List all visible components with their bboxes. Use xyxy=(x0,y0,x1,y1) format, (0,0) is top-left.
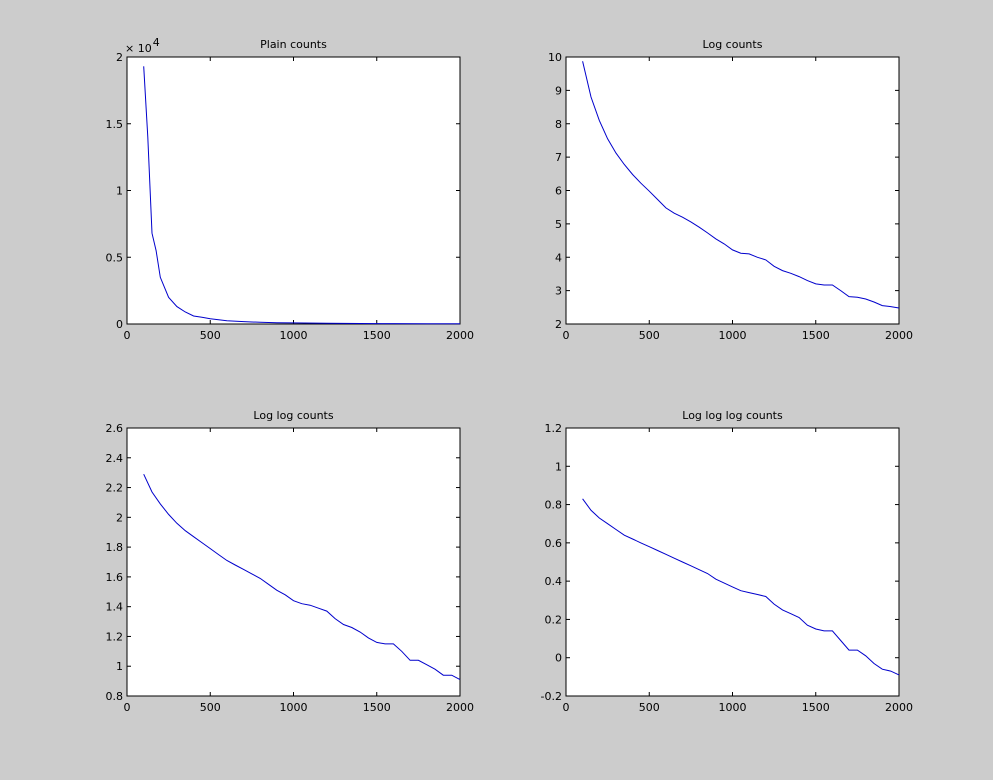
y-tick-label: 0.2 xyxy=(545,613,563,626)
y-multiplier-exponent: 4 xyxy=(153,36,160,49)
subplot-log-log-counts: Log log counts 0 500 1000 1500 2000 0.8 1 1.2 1.4… xyxy=(106,409,475,714)
y-tick-label: 7 xyxy=(555,151,562,164)
x-tick-label: 1000 xyxy=(280,701,308,714)
x-tick-label: 1000 xyxy=(719,329,747,342)
series-line xyxy=(582,498,900,676)
plot-title: Plain counts xyxy=(260,38,327,51)
plot-title: Log log log counts xyxy=(682,409,783,422)
y-tick-label: 2 xyxy=(116,51,123,64)
x-tick-label: 500 xyxy=(639,701,660,714)
y-tick-label: 2 xyxy=(116,511,123,524)
y-tick-label: 1.5 xyxy=(106,118,124,131)
y-tick-label: 5 xyxy=(555,218,562,231)
subplot-plain-counts: Plain counts 0 500 1000 1500 2000 0 0.5 1 1.5 2× 1… xyxy=(106,36,475,342)
y-tick-label: 1.2 xyxy=(106,630,124,643)
y-tick-label: 8 xyxy=(555,118,562,131)
y-tick-label: 2.6 xyxy=(106,422,124,435)
plot-title: Log log counts xyxy=(253,409,333,422)
y-tick-label: 0.8 xyxy=(545,499,563,512)
y-multiplier-label: × 10 xyxy=(125,42,152,55)
y-tick-label: 1.6 xyxy=(106,571,124,584)
plot-area xyxy=(565,427,900,697)
y-tick-label: 0.4 xyxy=(545,575,563,588)
y-tick-label: 0.6 xyxy=(545,537,563,550)
y-tick-label: 0 xyxy=(555,652,562,665)
y-tick-label: 0.5 xyxy=(106,251,124,264)
x-tick-label: 2000 xyxy=(446,329,474,342)
x-tick-label: 1000 xyxy=(719,701,747,714)
series-line xyxy=(143,473,461,681)
x-tick-label: 500 xyxy=(200,329,221,342)
x-tick-label: 1500 xyxy=(802,329,830,342)
x-tick-label: 500 xyxy=(639,329,660,342)
y-tick-label: 10 xyxy=(548,51,562,64)
x-tick-label: 1500 xyxy=(363,329,391,342)
x-tick-label: 500 xyxy=(200,701,221,714)
y-tick-label: 3 xyxy=(555,285,562,298)
y-tick-label: 0 xyxy=(116,318,123,331)
y-tick-label: 0.8 xyxy=(106,690,124,703)
series-line xyxy=(143,66,460,325)
series-line xyxy=(582,61,900,309)
x-tick-label: 0 xyxy=(124,329,131,342)
y-tick-label: 9 xyxy=(555,84,562,97)
x-tick-label: 1000 xyxy=(280,329,308,342)
subplot-log-counts: Log counts 0 500 1000 1500 2000 2 3 4 5 6 7 8 9 10 xyxy=(548,38,913,342)
plot-area xyxy=(565,56,900,325)
x-tick-label: 0 xyxy=(563,329,570,342)
x-tick-label: 0 xyxy=(563,701,570,714)
x-tick-label: 2000 xyxy=(446,701,474,714)
x-tick-label: 2000 xyxy=(885,329,913,342)
y-tick-label: 1 xyxy=(116,185,123,198)
y-tick-label: 1 xyxy=(555,460,562,473)
x-tick-label: 2000 xyxy=(885,701,913,714)
x-tick-label: 0 xyxy=(124,701,131,714)
y-tick-label: 1.4 xyxy=(106,601,124,614)
x-tick-label: 1500 xyxy=(363,701,391,714)
y-tick-label: 1 xyxy=(116,660,123,673)
y-tick-label: 2.2 xyxy=(106,482,124,495)
y-tick-label: 6 xyxy=(555,185,562,198)
y-tick-label: 4 xyxy=(555,251,562,264)
plot-area xyxy=(126,427,461,697)
plot-title: Log counts xyxy=(703,38,763,51)
y-tick-label: 2.4 xyxy=(106,452,124,465)
plot-area xyxy=(126,56,461,325)
x-tick-label: 1500 xyxy=(802,701,830,714)
y-tick-label: 1.2 xyxy=(545,422,563,435)
y-tick-label: -0.2 xyxy=(541,690,562,703)
y-tick-label: 2 xyxy=(555,318,562,331)
y-tick-label: 1.8 xyxy=(106,541,124,554)
